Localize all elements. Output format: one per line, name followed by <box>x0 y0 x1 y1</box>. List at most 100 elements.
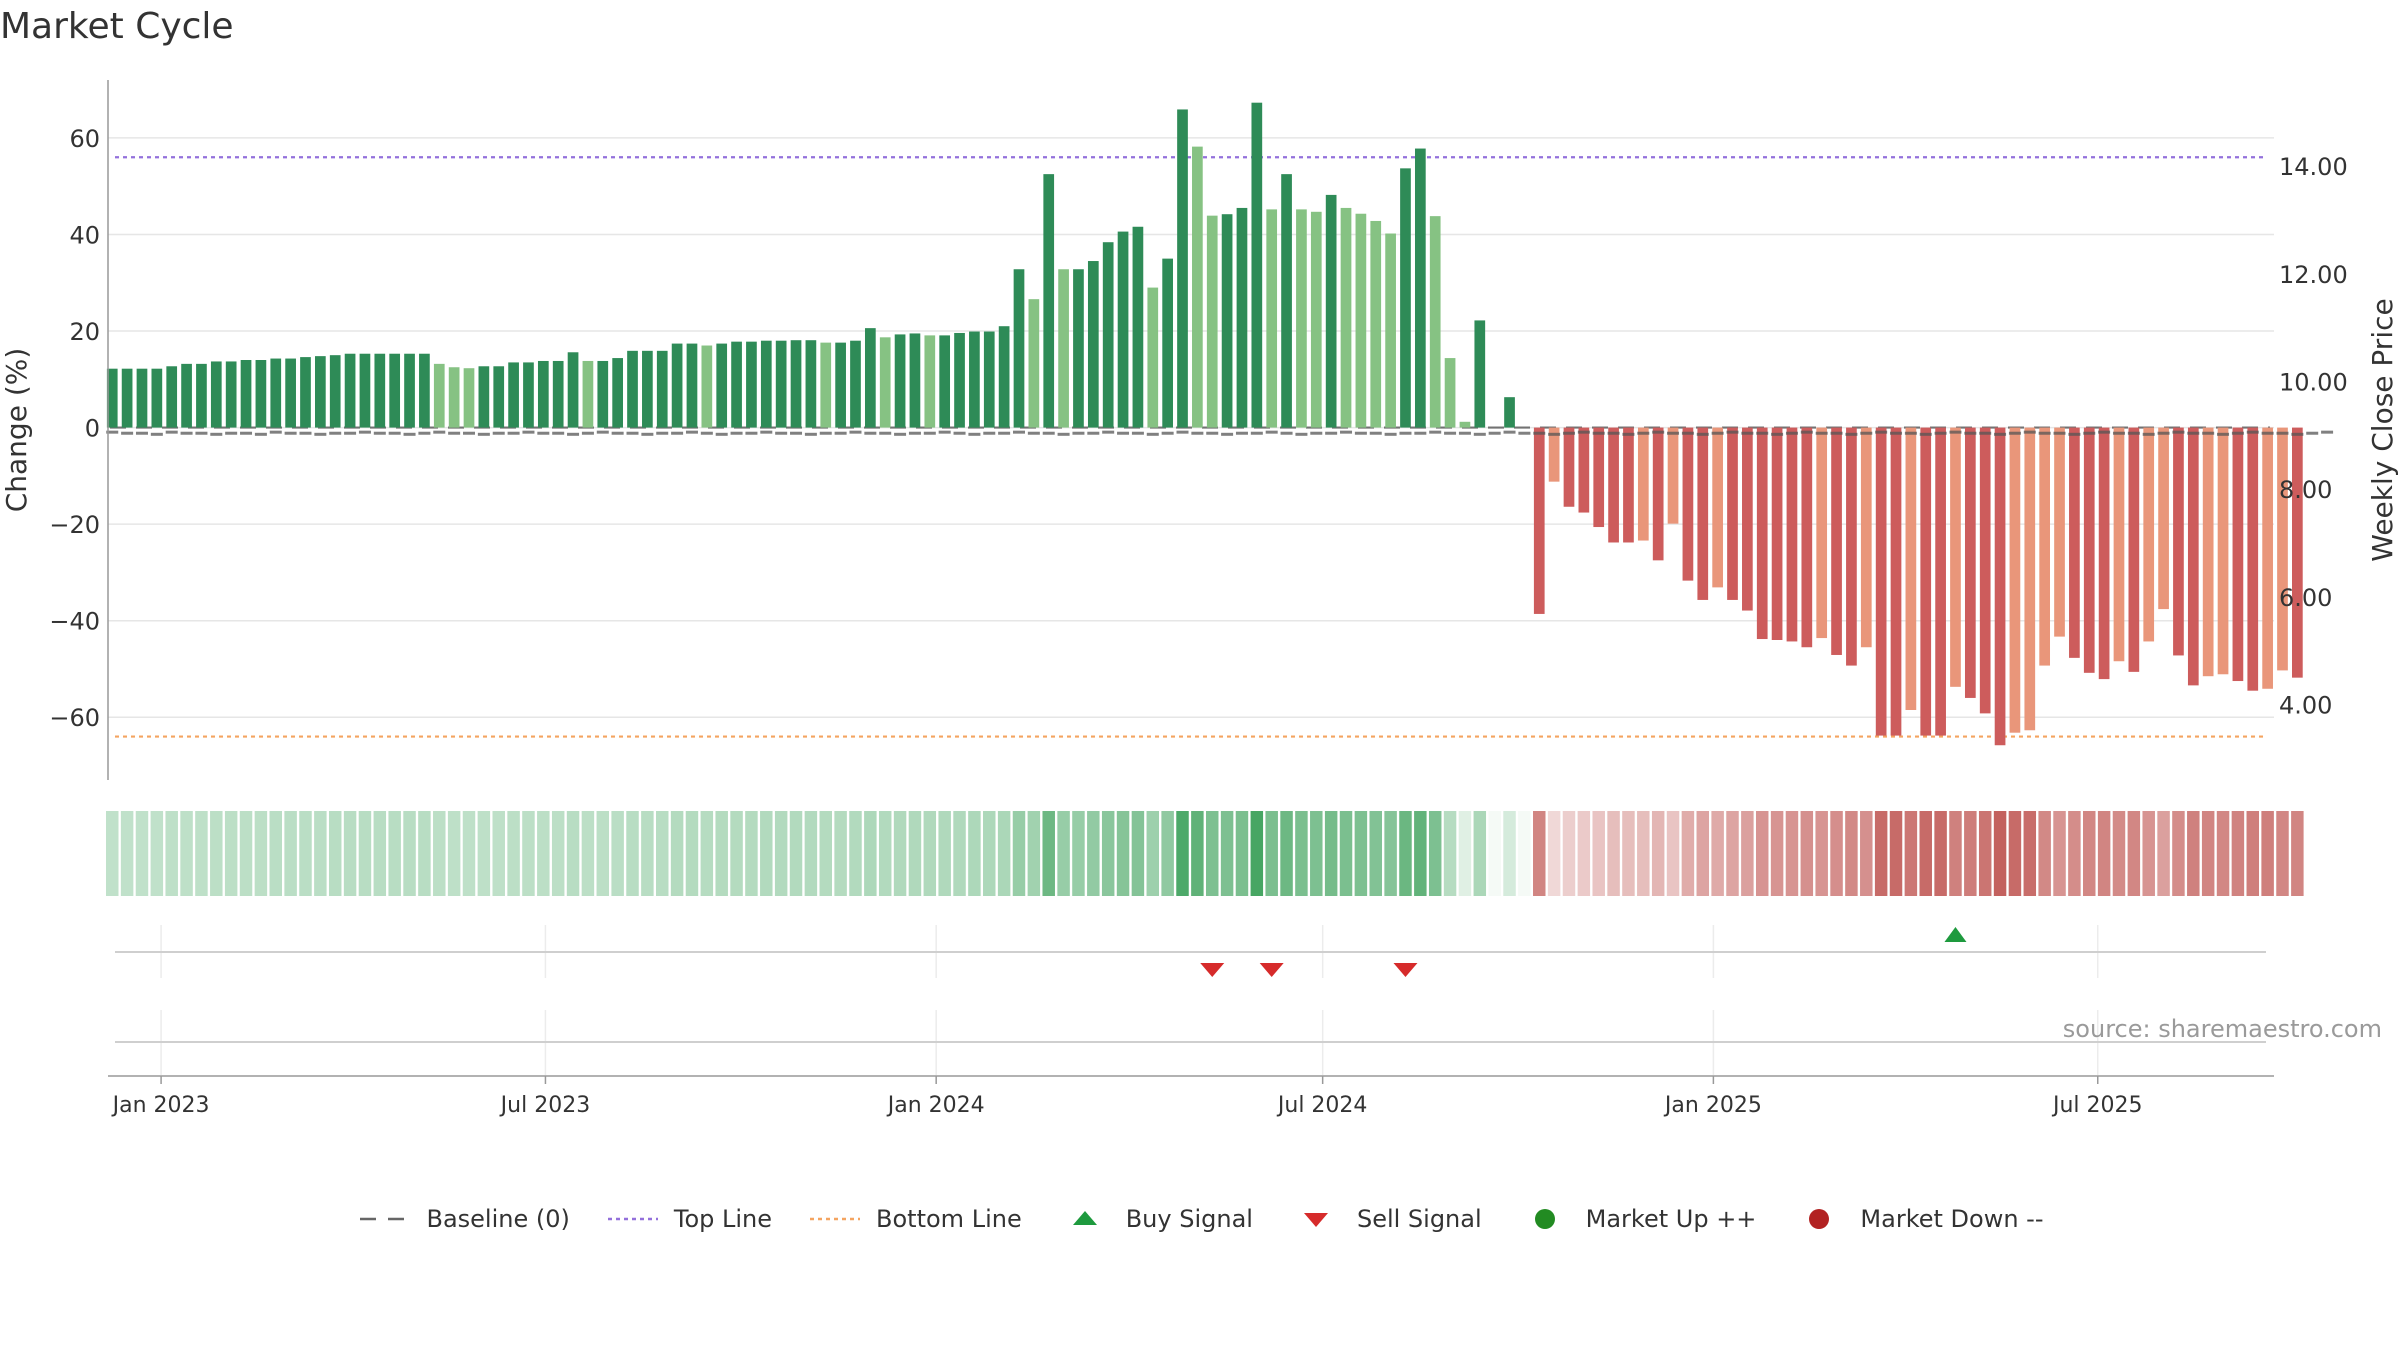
price-dot <box>180 431 193 435</box>
intensity-cell <box>1800 811 1814 896</box>
legend-label: Top Line <box>673 1205 773 1233</box>
legend: Baseline (0) Top Line Bottom Line Buy Signa… <box>0 1205 2400 1233</box>
price-dot <box>1562 431 1575 435</box>
price-dot <box>1325 431 1338 435</box>
intensity-cell <box>239 811 253 896</box>
legend-symbol-buy <box>1072 1211 1097 1225</box>
intensity-cell <box>1964 811 1977 896</box>
change-bar <box>1251 102 1263 428</box>
intensity-cell <box>893 811 907 896</box>
legend-symbol-up <box>1534 1209 1555 1229</box>
change-bar <box>1682 427 1694 581</box>
intensity-cell <box>2276 811 2289 896</box>
price-dot <box>373 431 386 435</box>
price-dot <box>2202 431 2215 435</box>
legend-label: Market Down -- <box>1860 1205 2044 1233</box>
change-bar <box>909 333 921 428</box>
intensity-cell <box>254 811 268 896</box>
intensity-cell <box>403 811 416 896</box>
price-dot <box>1815 431 1828 435</box>
price-dot <box>2112 431 2125 435</box>
intensity-cell <box>1755 811 1769 896</box>
price-dot <box>1369 431 1382 435</box>
change-bar <box>1236 207 1248 428</box>
change-bar <box>1177 109 1188 428</box>
change-bar <box>1444 358 1456 428</box>
price-dot <box>983 431 996 435</box>
change-bar <box>1192 146 1203 428</box>
legend-item-top: Top Line <box>604 1205 772 1233</box>
intensity-cell <box>1176 811 1189 896</box>
intensity-cell <box>2157 811 2170 896</box>
change-bar <box>225 361 237 428</box>
change-bar <box>1325 194 1337 428</box>
price-dot <box>1102 430 1115 434</box>
change-bar <box>805 340 817 428</box>
intensity-cell <box>983 811 996 896</box>
intensity-cell <box>358 811 372 896</box>
legend-item-sell: Sell Signal <box>1287 1205 1482 1233</box>
price-dot <box>2157 431 2170 435</box>
intensity-cell <box>1458 811 1472 896</box>
price-dot <box>477 432 490 436</box>
change-bar <box>894 334 906 428</box>
y-tick-label: 0 <box>85 415 100 443</box>
price-dot <box>1800 430 1813 434</box>
intensity-cell <box>864 811 877 896</box>
intensity-cell <box>655 811 669 896</box>
intensity-cell <box>1622 811 1635 896</box>
intensity-cell <box>1012 811 1026 896</box>
price-dot <box>1057 432 1070 436</box>
price-dot <box>1072 431 1085 435</box>
y-tick-label: −20 <box>49 511 100 539</box>
change-bar <box>552 360 564 428</box>
intensity-cell <box>2097 811 2111 896</box>
price-dot <box>834 431 847 435</box>
change-bar <box>1073 269 1084 428</box>
intensity-cell <box>447 811 461 896</box>
change-bar <box>1786 427 1798 642</box>
price-dot <box>1473 432 1486 436</box>
price-dot <box>1488 431 1501 435</box>
change-bar <box>166 366 178 428</box>
change-bar <box>2024 427 2036 731</box>
intensity-cell <box>670 811 684 896</box>
intensity-cell <box>1770 811 1784 896</box>
change-bar <box>344 353 356 428</box>
change-bar <box>954 332 965 428</box>
change-bar <box>1652 427 1664 561</box>
intensity-cell <box>1339 811 1353 896</box>
change-bar <box>1132 226 1144 428</box>
price-dot <box>314 432 327 436</box>
price-dot <box>641 432 654 436</box>
intensity-cell <box>1488 811 1501 896</box>
intensity-cell <box>2053 811 2066 896</box>
intensity-cell <box>1087 811 1100 896</box>
change-bar <box>2217 427 2229 675</box>
change-bar <box>151 368 163 428</box>
price-dot <box>1696 432 1709 436</box>
intensity-cell <box>2083 811 2096 896</box>
price-dot <box>1399 431 1412 435</box>
price-dot <box>790 431 803 435</box>
intensity-cell <box>1116 811 1130 896</box>
change-bar <box>1846 427 1857 666</box>
change-bar <box>1117 231 1129 428</box>
change-bar <box>1994 427 2006 746</box>
price-dot <box>2068 432 2081 436</box>
change-bar <box>2277 427 2288 671</box>
change-bar <box>1608 427 1619 543</box>
price-dot <box>1994 432 2007 436</box>
price-dot <box>1890 431 1903 435</box>
change-bar <box>1429 216 1441 428</box>
intensity-cell <box>165 811 178 896</box>
change-bar <box>969 331 980 428</box>
intensity-cell <box>1042 811 1055 896</box>
change-bar <box>2202 427 2214 677</box>
price-dot <box>2217 432 2230 436</box>
intensity-cell <box>388 811 401 896</box>
intensity-cell <box>1146 811 1160 896</box>
price-dot <box>1250 431 1263 435</box>
source-credit: source: sharemaestro.com <box>2062 1015 2382 1043</box>
